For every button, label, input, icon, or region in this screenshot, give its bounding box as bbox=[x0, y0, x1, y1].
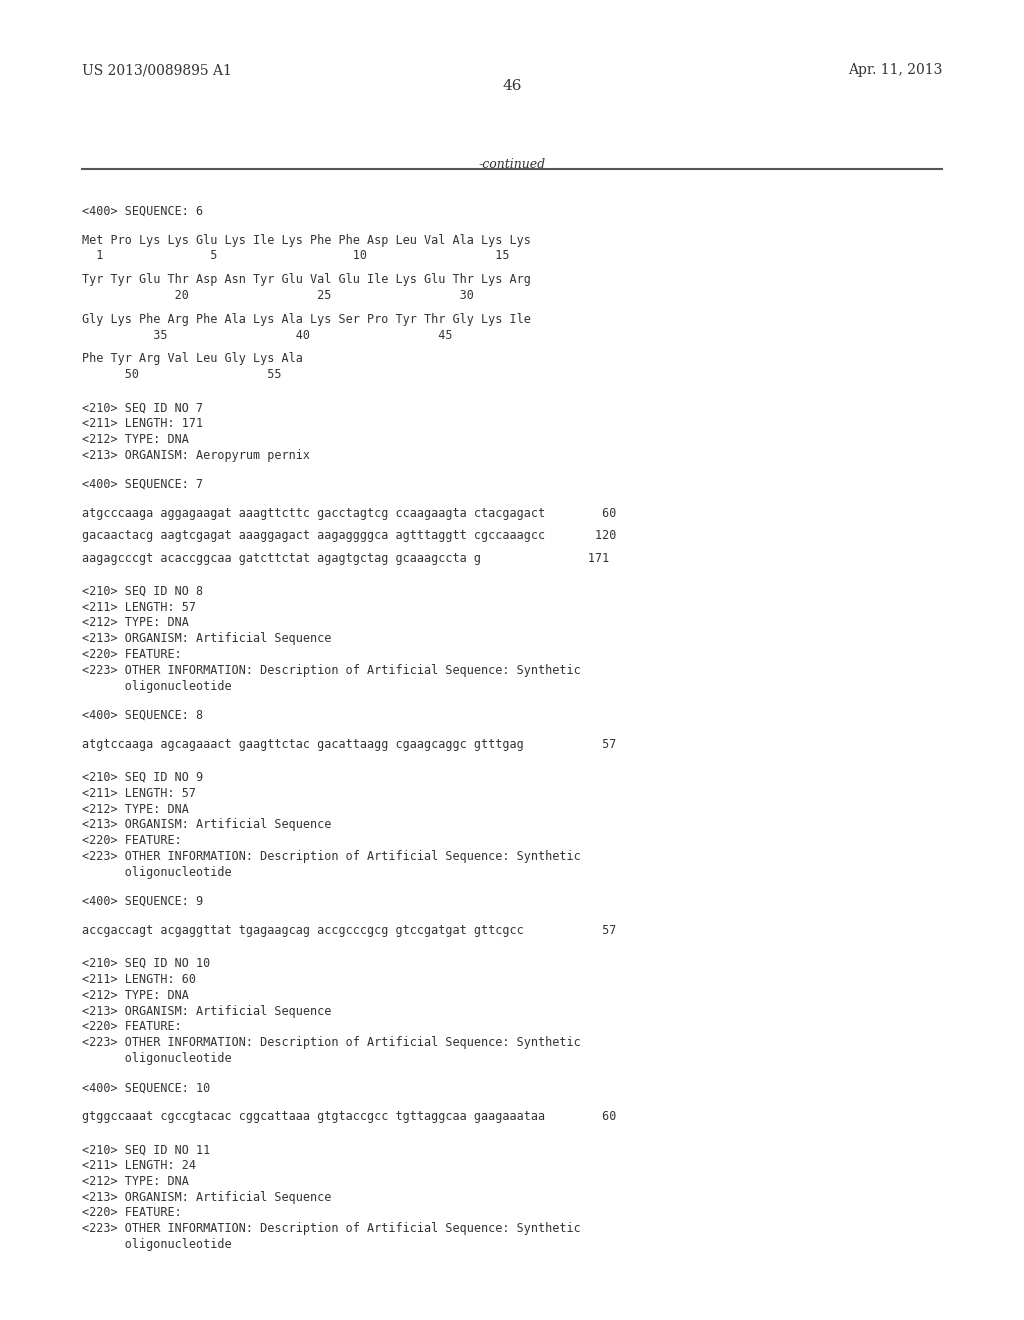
Text: <213> ORGANISM: Artificial Sequence: <213> ORGANISM: Artificial Sequence bbox=[82, 818, 332, 832]
Text: <220> FEATURE:: <220> FEATURE: bbox=[82, 834, 181, 847]
Text: atgtccaaga agcagaaact gaagttctac gacattaagg cgaagcaggc gtttgag           57: atgtccaaga agcagaaact gaagttctac gacatta… bbox=[82, 738, 616, 751]
Text: <212> TYPE: DNA: <212> TYPE: DNA bbox=[82, 989, 188, 1002]
Text: <211> LENGTH: 57: <211> LENGTH: 57 bbox=[82, 787, 196, 800]
Text: <213> ORGANISM: Artificial Sequence: <213> ORGANISM: Artificial Sequence bbox=[82, 1005, 332, 1018]
Text: Apr. 11, 2013: Apr. 11, 2013 bbox=[848, 63, 942, 78]
Text: <400> SEQUENCE: 7: <400> SEQUENCE: 7 bbox=[82, 478, 203, 491]
Text: <223> OTHER INFORMATION: Description of Artificial Sequence: Synthetic: <223> OTHER INFORMATION: Description of … bbox=[82, 664, 581, 677]
Text: <212> TYPE: DNA: <212> TYPE: DNA bbox=[82, 1175, 188, 1188]
Text: 1               5                   10                  15: 1 5 10 15 bbox=[82, 249, 509, 263]
Text: <220> FEATURE:: <220> FEATURE: bbox=[82, 1020, 181, 1034]
Text: oligonucleotide: oligonucleotide bbox=[82, 1052, 231, 1065]
Text: <210> SEQ ID NO 7: <210> SEQ ID NO 7 bbox=[82, 401, 203, 414]
Text: 50                  55: 50 55 bbox=[82, 368, 282, 381]
Text: <400> SEQUENCE: 9: <400> SEQUENCE: 9 bbox=[82, 895, 203, 908]
Text: <210> SEQ ID NO 9: <210> SEQ ID NO 9 bbox=[82, 771, 203, 784]
Text: gacaactacg aagtcgagat aaaggagact aagaggggca agtttaggtt cgccaaagcc       120: gacaactacg aagtcgagat aaaggagact aagaggg… bbox=[82, 529, 616, 543]
Text: <210> SEQ ID NO 11: <210> SEQ ID NO 11 bbox=[82, 1143, 210, 1156]
Text: -continued: -continued bbox=[478, 158, 546, 172]
Text: <223> OTHER INFORMATION: Description of Artificial Sequence: Synthetic: <223> OTHER INFORMATION: Description of … bbox=[82, 1036, 581, 1049]
Text: <220> FEATURE:: <220> FEATURE: bbox=[82, 648, 181, 661]
Text: <212> TYPE: DNA: <212> TYPE: DNA bbox=[82, 433, 188, 446]
Text: <223> OTHER INFORMATION: Description of Artificial Sequence: Synthetic: <223> OTHER INFORMATION: Description of … bbox=[82, 850, 581, 863]
Text: <400> SEQUENCE: 10: <400> SEQUENCE: 10 bbox=[82, 1081, 210, 1094]
Text: <220> FEATURE:: <220> FEATURE: bbox=[82, 1206, 181, 1220]
Text: oligonucleotide: oligonucleotide bbox=[82, 680, 231, 693]
Text: <210> SEQ ID NO 10: <210> SEQ ID NO 10 bbox=[82, 957, 210, 970]
Text: <400> SEQUENCE: 8: <400> SEQUENCE: 8 bbox=[82, 709, 203, 722]
Text: gtggccaaat cgccgtacac cggcattaaa gtgtaccgcc tgttaggcaa gaagaaataa        60: gtggccaaat cgccgtacac cggcattaaa gtgtacc… bbox=[82, 1110, 616, 1123]
Text: oligonucleotide: oligonucleotide bbox=[82, 1238, 231, 1251]
Text: Tyr Tyr Glu Thr Asp Asn Tyr Glu Val Glu Ile Lys Glu Thr Lys Arg: Tyr Tyr Glu Thr Asp Asn Tyr Glu Val Glu … bbox=[82, 273, 530, 286]
Text: <211> LENGTH: 60: <211> LENGTH: 60 bbox=[82, 973, 196, 986]
Text: <223> OTHER INFORMATION: Description of Artificial Sequence: Synthetic: <223> OTHER INFORMATION: Description of … bbox=[82, 1222, 581, 1236]
Text: <213> ORGANISM: Aeropyrum pernix: <213> ORGANISM: Aeropyrum pernix bbox=[82, 449, 310, 462]
Text: US 2013/0089895 A1: US 2013/0089895 A1 bbox=[82, 63, 231, 78]
Text: Met Pro Lys Lys Glu Lys Ile Lys Phe Phe Asp Leu Val Ala Lys Lys: Met Pro Lys Lys Glu Lys Ile Lys Phe Phe … bbox=[82, 234, 530, 247]
Text: <400> SEQUENCE: 6: <400> SEQUENCE: 6 bbox=[82, 205, 203, 218]
Text: 35                  40                  45: 35 40 45 bbox=[82, 329, 453, 342]
Text: <210> SEQ ID NO 8: <210> SEQ ID NO 8 bbox=[82, 585, 203, 598]
Text: oligonucleotide: oligonucleotide bbox=[82, 866, 231, 879]
Text: <213> ORGANISM: Artificial Sequence: <213> ORGANISM: Artificial Sequence bbox=[82, 632, 332, 645]
Text: Phe Tyr Arg Val Leu Gly Lys Ala: Phe Tyr Arg Val Leu Gly Lys Ala bbox=[82, 352, 303, 366]
Text: 20                  25                  30: 20 25 30 bbox=[82, 289, 474, 302]
Text: <212> TYPE: DNA: <212> TYPE: DNA bbox=[82, 616, 188, 630]
Text: 46: 46 bbox=[502, 79, 522, 94]
Text: Gly Lys Phe Arg Phe Ala Lys Ala Lys Ser Pro Tyr Thr Gly Lys Ile: Gly Lys Phe Arg Phe Ala Lys Ala Lys Ser … bbox=[82, 313, 530, 326]
Text: <211> LENGTH: 57: <211> LENGTH: 57 bbox=[82, 601, 196, 614]
Text: <211> LENGTH: 24: <211> LENGTH: 24 bbox=[82, 1159, 196, 1172]
Text: <211> LENGTH: 171: <211> LENGTH: 171 bbox=[82, 417, 203, 430]
Text: atgcccaaga aggagaagat aaagttcttc gacctagtcg ccaagaagta ctacgagact        60: atgcccaaga aggagaagat aaagttcttc gacctag… bbox=[82, 507, 616, 520]
Text: aagagcccgt acaccggcaa gatcttctat agagtgctag gcaaagccta g               171: aagagcccgt acaccggcaa gatcttctat agagtgc… bbox=[82, 552, 609, 565]
Text: accgaccagt acgaggttat tgagaagcag accgcccgcg gtccgatgat gttcgcc           57: accgaccagt acgaggttat tgagaagcag accgccc… bbox=[82, 924, 616, 937]
Text: <212> TYPE: DNA: <212> TYPE: DNA bbox=[82, 803, 188, 816]
Text: <213> ORGANISM: Artificial Sequence: <213> ORGANISM: Artificial Sequence bbox=[82, 1191, 332, 1204]
